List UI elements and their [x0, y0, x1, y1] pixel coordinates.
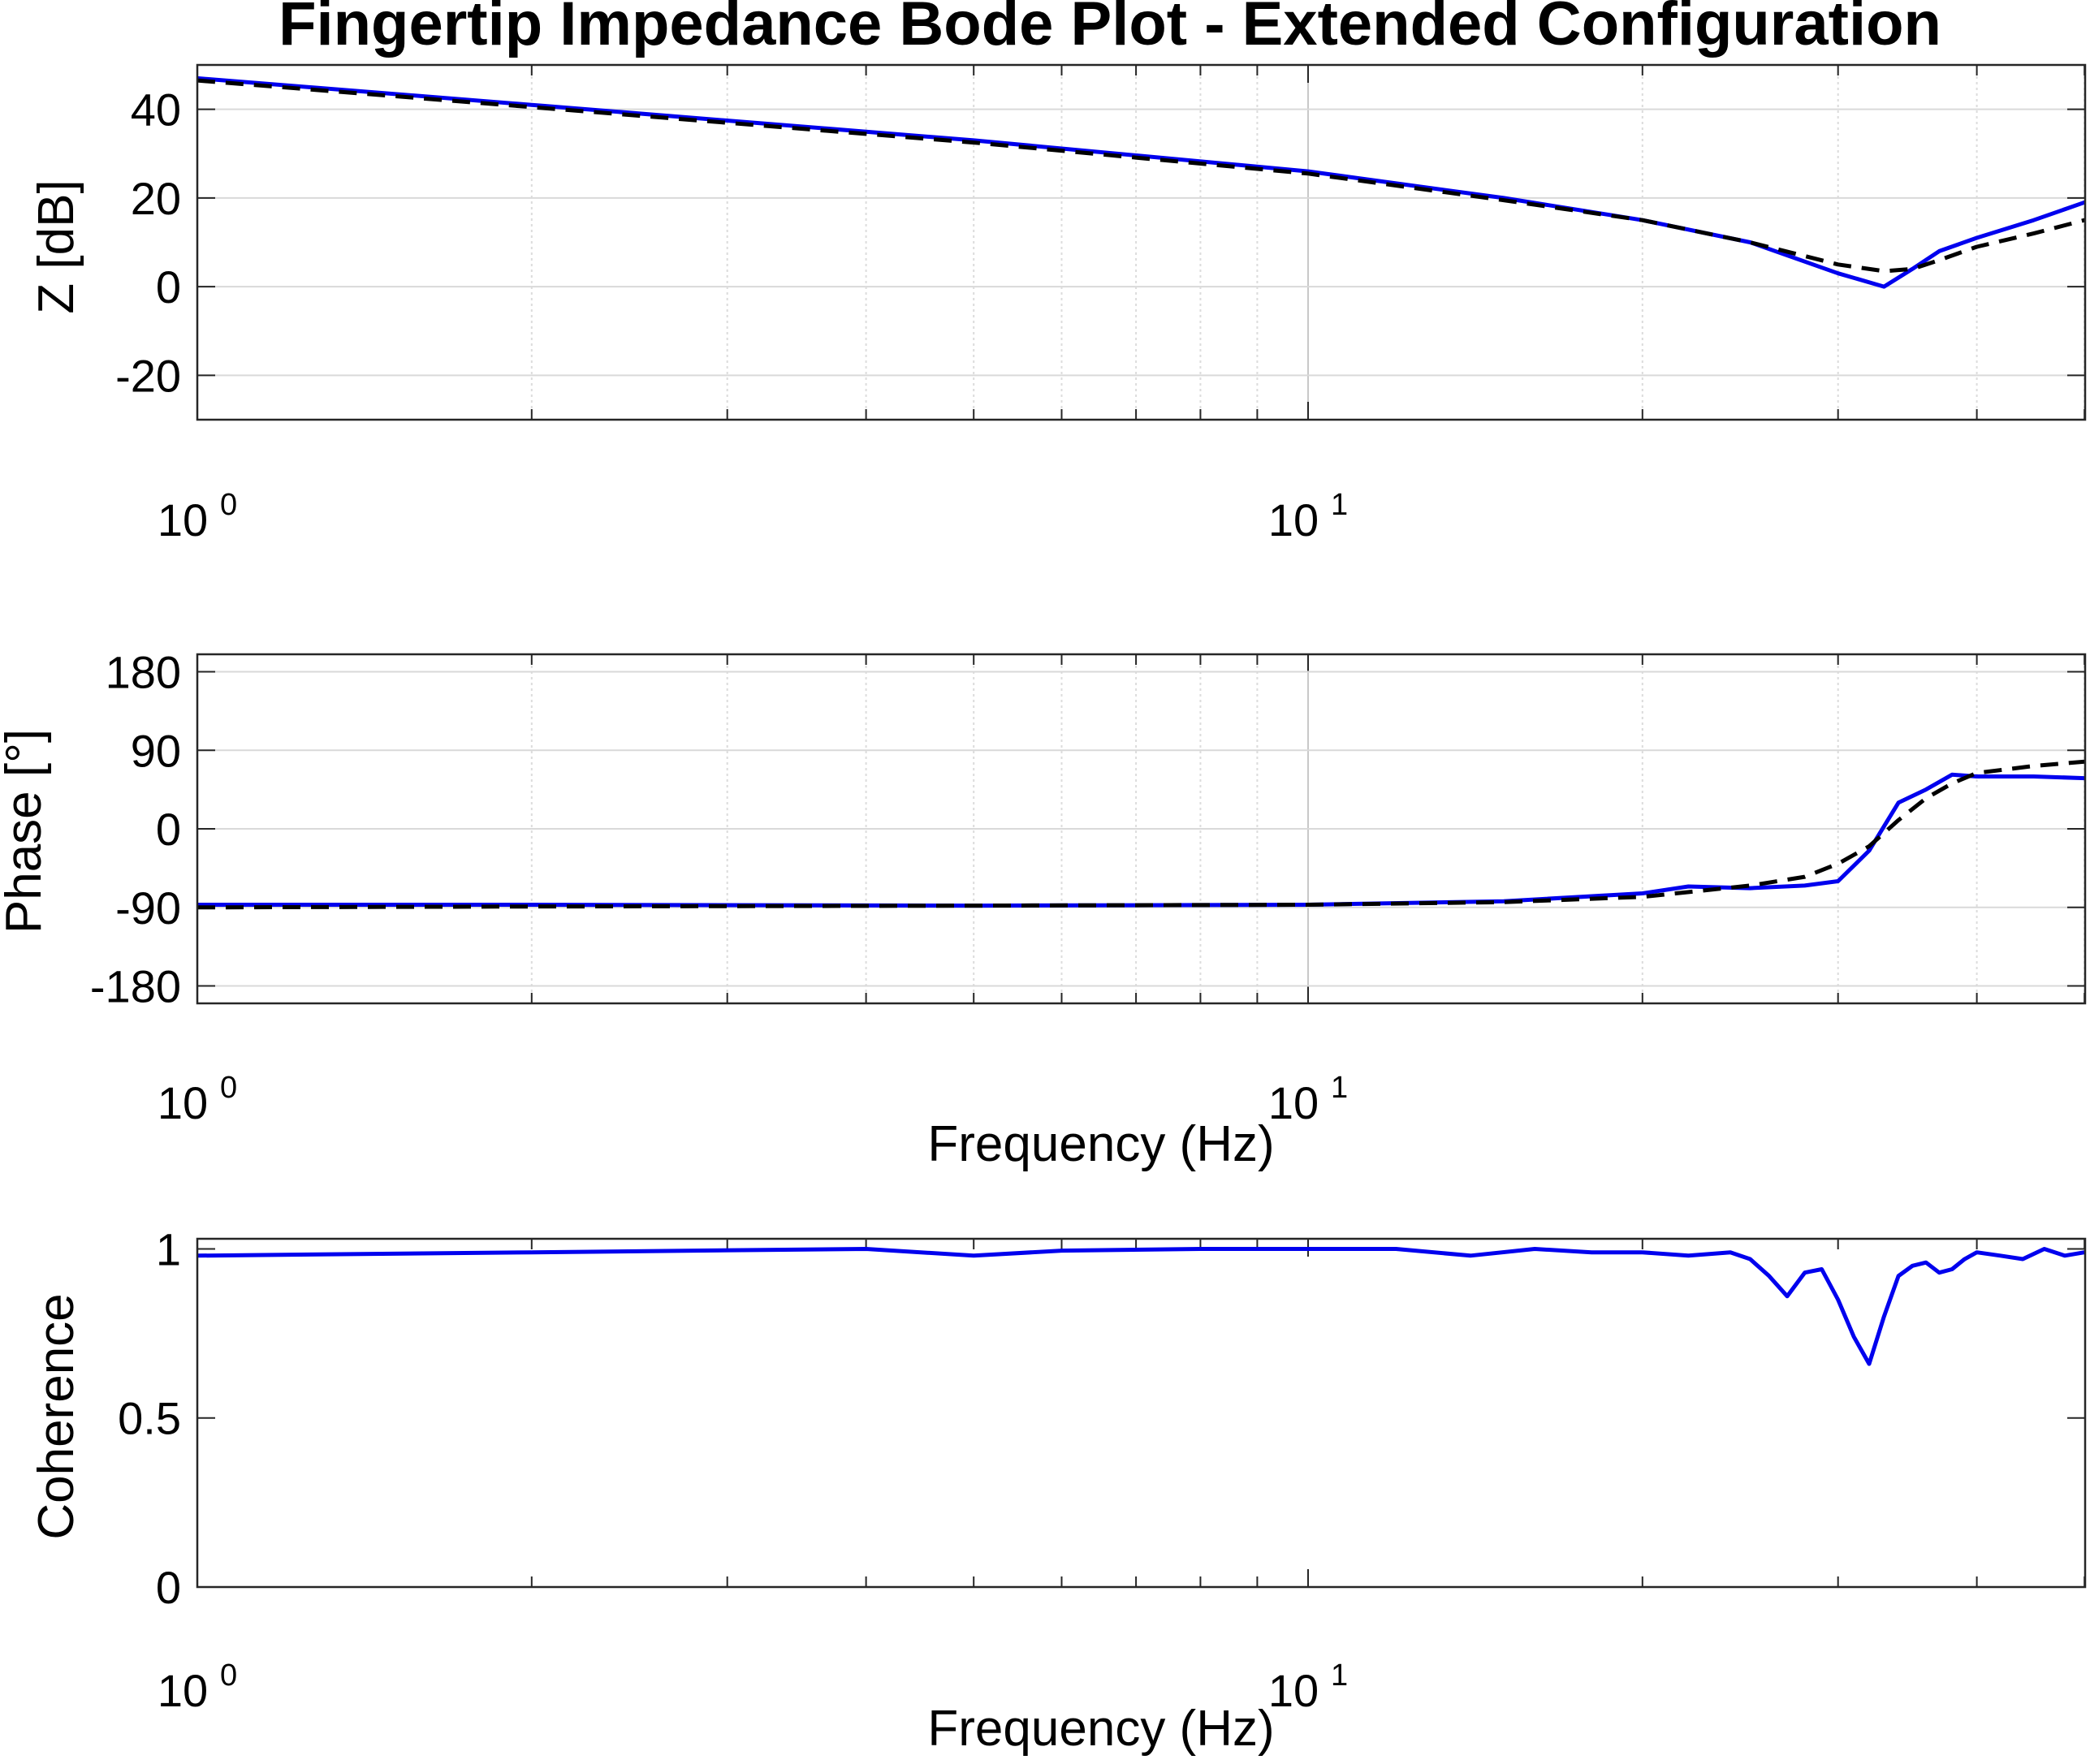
- measured-line: [197, 1247, 2085, 1366]
- y-tick-label: 1: [156, 1223, 181, 1274]
- y-tick-label: 0: [156, 804, 181, 855]
- x-tick-label: 10: [158, 1077, 208, 1128]
- x-tick-label: 10: [1268, 1077, 1319, 1128]
- y-tick-label: 40: [131, 84, 181, 136]
- x-tick-label: 10: [1268, 1665, 1319, 1716]
- y-tick-label: 90: [131, 725, 181, 776]
- y-tick-label: -20: [115, 350, 181, 401]
- coherence-x-axis-label: Frequency (Hz): [927, 1701, 1274, 1757]
- phase-panel: 180 90 0 -90 -180 10 0 10 1: [90, 647, 2087, 1128]
- axes-frame: [196, 63, 2087, 421]
- magnitude-panel: 40 20 0 -20 10 0 10 1: [115, 63, 2087, 546]
- x-tick-exponent: 1: [1331, 488, 1348, 522]
- x-tick-exponent: 0: [220, 1071, 237, 1105]
- model-fit-line: [197, 759, 2085, 910]
- coherence-y-axis-label: Coherence: [28, 1293, 84, 1539]
- y-tick-label: 0: [156, 261, 181, 313]
- x-tick-exponent: 1: [1331, 1071, 1348, 1105]
- y-tick-label: -90: [115, 882, 181, 934]
- x-tick-label: 10: [158, 1665, 208, 1716]
- y-tick-label: 180: [106, 647, 181, 698]
- axes-frame: [196, 1237, 2087, 1589]
- x-tick-exponent: 0: [220, 1658, 237, 1693]
- model-fit-line: [197, 78, 2085, 274]
- magnitude-y-axis-label: Z [dB]: [28, 179, 84, 313]
- measured-line: [197, 75, 2085, 289]
- x-tick-label: 10: [158, 494, 208, 546]
- x-tick-exponent: 0: [220, 488, 237, 522]
- y-tick-label: 20: [131, 173, 181, 224]
- chart-title: Fingertip Impedance Bode Plot - Extended…: [279, 0, 1941, 58]
- y-tick-label: -180: [90, 961, 181, 1012]
- coherence-panel: 1 0.5 0 10 0 10 1: [118, 1223, 2087, 1716]
- phase-y-axis-label: Phase [°]: [0, 729, 52, 934]
- plot-area: [197, 65, 2085, 420]
- y-tick-label: 0.5: [118, 1393, 181, 1444]
- x-tick-exponent: 1: [1331, 1658, 1348, 1693]
- axes-frame: [196, 653, 2087, 1005]
- plot-area: [197, 1239, 2085, 1587]
- x-tick-label: 10: [1268, 494, 1319, 546]
- y-tick-label: 0: [156, 1562, 181, 1613]
- phase-x-axis-label: Frequency (Hz): [927, 1116, 1274, 1172]
